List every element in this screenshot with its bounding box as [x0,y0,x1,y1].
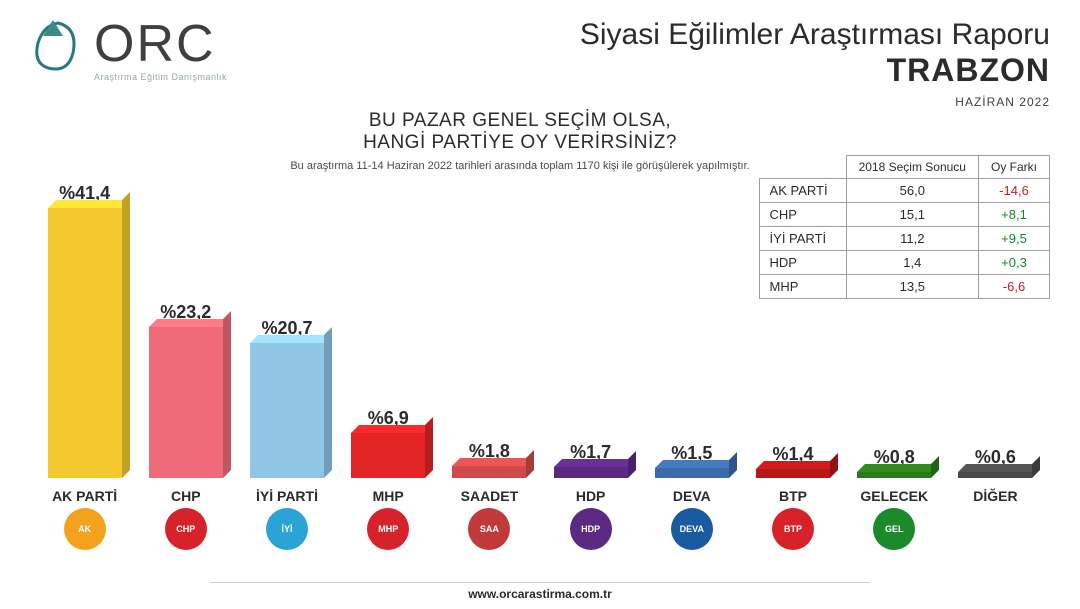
bar [958,472,1032,478]
bar-category-label: MHP [373,488,404,504]
table-cell-diff: +8,1 [978,203,1049,227]
party-logo-icon: CHP [165,508,207,550]
bar [149,327,223,478]
bar-column: %1,7HDPHDP [546,442,635,550]
table-header-row: 2018 Seçim Sonucu Oy Farkı [759,156,1049,179]
bar-column: %41,4AK PARTİAK [40,183,129,550]
party-logo-icon: MHP [367,508,409,550]
party-logo-icon: SAA [468,508,510,550]
party-logo-icon: GEL [873,508,915,550]
bar-category-label: DİĞER [973,488,1017,504]
bar [452,466,526,478]
bar-category-label: BTP [779,488,807,504]
table-cell-prev: 11,2 [846,227,978,251]
table-cell-diff: -6,6 [978,275,1049,299]
report-date: HAZİRAN 2022 [580,95,1050,109]
bar-column: %1,4BTPBTP [748,444,837,550]
logo-subtext: Araştırma Eğitim Danışmanlık [94,72,227,82]
question-line-1: BU PAZAR GENEL SEÇİM OLSA, [260,110,780,132]
logo: ORC Araştırma Eğitim Danışmanlık [28,18,227,82]
bar-column: %0,8GELECEKGEL [850,447,939,550]
bar [250,343,324,478]
bar-category-label: DEVA [673,488,711,504]
bar-category-label: İYİ PARTİ [256,488,318,504]
table-cell-party: AK PARTİ [759,179,846,203]
question-line-2: HANGİ PARTİYE OY VERİRSİNİZ? [260,132,780,154]
party-logo-icon: İYİ [266,508,308,550]
bar [655,468,729,478]
logo-mark-icon [28,18,88,78]
table-row: CHP15,1+8,1 [759,203,1049,227]
bar-column: %6,9MHPMHP [344,408,433,550]
table-cell-prev: 13,5 [846,275,978,299]
table-header-prev: 2018 Seçim Sonucu [846,156,978,179]
table-row: İYİ PARTİ11,2+9,5 [759,227,1049,251]
footer-url: www.orcarastirma.com.tr [210,582,870,601]
bar-column: %0,6DİĞER [951,447,1040,550]
bar-category-label: AK PARTİ [52,488,117,504]
table-cell-diff: +0,3 [978,251,1049,275]
bar [48,208,122,478]
party-logo-icon: AK [64,508,106,550]
comparison-table: 2018 Seçim Sonucu Oy Farkı AK PARTİ56,0-… [759,155,1050,299]
table-cell-party: MHP [759,275,846,299]
table-row: AK PARTİ56,0-14,6 [759,179,1049,203]
party-logo-icon: BTP [772,508,814,550]
table-cell-prev: 1,4 [846,251,978,275]
bar [554,467,628,478]
table-header-diff: Oy Farkı [978,156,1049,179]
logo-text: ORC [94,18,227,70]
table-row: HDP1,4+0,3 [759,251,1049,275]
table-cell-prev: 15,1 [846,203,978,227]
party-logo-icon: DEVA [671,508,713,550]
table-cell-party: HDP [759,251,846,275]
table-row: MHP13,5-6,6 [759,275,1049,299]
table-cell-party: CHP [759,203,846,227]
report-header: Siyasi Eğilimler Araştırması Raporu TRAB… [580,18,1050,109]
survey-question: BU PAZAR GENEL SEÇİM OLSA, HANGİ PARTİYE… [260,110,780,172]
table-cell-prev: 56,0 [846,179,978,203]
bar [756,469,830,478]
table-cell-diff: -14,6 [978,179,1049,203]
report-title: Siyasi Eğilimler Araştırması Raporu [580,18,1050,52]
bar [857,472,931,478]
party-logo-icon: HDP [570,508,612,550]
report-city: TRABZON [580,52,1050,89]
bar-column: %23,2CHPCHP [141,302,230,550]
bar-column: %1,8SAADETSAA [445,441,534,550]
bar-category-label: HDP [576,488,606,504]
bar-category-label: SAADET [461,488,519,504]
bar-category-label: GELECEK [860,488,928,504]
table-cell-party: İYİ PARTİ [759,227,846,251]
bar-category-label: CHP [171,488,201,504]
table-cell-diff: +9,5 [978,227,1049,251]
bar-column: %1,5DEVADEVA [647,443,736,550]
bar [351,433,425,478]
bar-column: %20,7İYİ PARTİİYİ [242,318,331,550]
